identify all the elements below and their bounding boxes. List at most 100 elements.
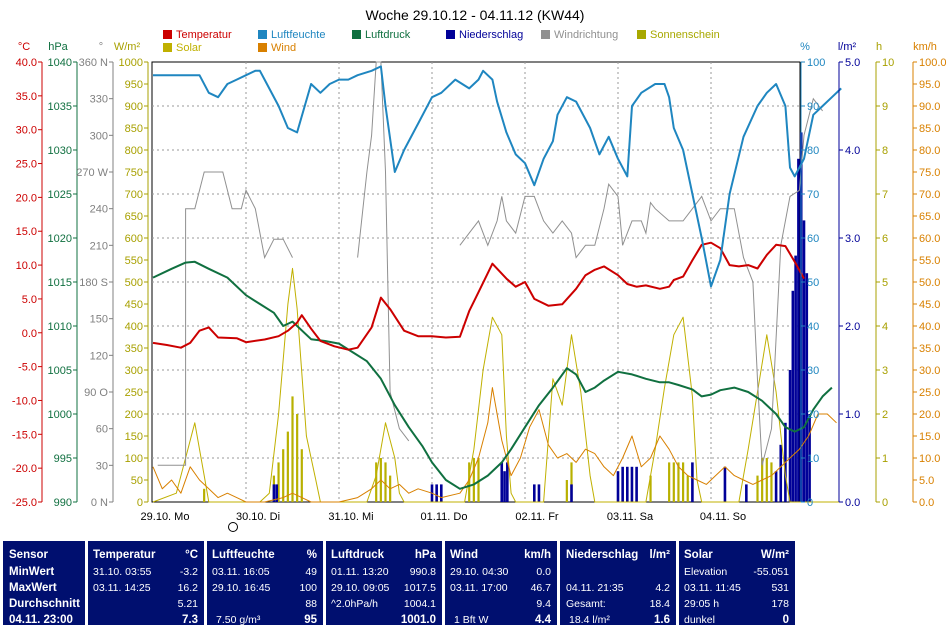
axis-tick-label-humidity: 50	[807, 277, 819, 289]
temperature-min-time: 31.10. 03:55	[93, 566, 152, 578]
bar-sonnenschein	[203, 488, 206, 502]
axis-tick-label-wind: 75.0	[919, 167, 940, 179]
axis-tick-label-rain: 0.0	[845, 497, 860, 509]
legend-label-wind: Wind	[271, 42, 296, 54]
legend-swatch-luftdruck	[352, 30, 361, 39]
solar-max: 531	[771, 582, 789, 594]
axis-tick-label-solar: 900	[125, 101, 143, 113]
axis-tick-label-sunhours: 6	[882, 233, 888, 245]
axis-tick-label-solar: 450	[125, 299, 143, 311]
axis-tick-label-wind: 35.0	[919, 343, 940, 355]
axis-tick-label-solar: 400	[125, 321, 143, 333]
rain-total: 18.4	[649, 598, 670, 610]
bar-sonnenschein	[277, 462, 280, 502]
series-line-solar	[152, 267, 842, 503]
chart-bars	[203, 132, 811, 503]
bar-niederschlag	[774, 471, 778, 502]
axis-tick-label-solar: 100	[125, 453, 143, 465]
bar-niederschlag	[779, 444, 783, 502]
humidity-current: 95	[304, 614, 317, 625]
axis-tick-label-pressure: 1015	[48, 277, 72, 289]
bar-sonnenschein	[570, 462, 573, 502]
stats-temperature-box: Temperatur °C 31.10. 03:55 -3.2 03.11. 14:…	[88, 541, 204, 625]
legend-label-sonnenschein: Sonnenschein	[650, 29, 720, 41]
axis-tick-label-humidity: 70	[807, 189, 819, 201]
pressure-unit: hPa	[414, 549, 436, 561]
bar-niederschlag	[794, 255, 797, 502]
legend-swatch-sonnenschein	[637, 30, 646, 39]
bar-niederschlag	[506, 462, 509, 502]
axis-tick-label-solar: 550	[125, 255, 143, 267]
axis-tick-label-direction: 300	[90, 130, 108, 142]
axis-tick-label-pressure: 1020	[48, 233, 72, 245]
pressure-min: 990.8	[409, 566, 436, 578]
pressure-min-time: 01.11. 13:20	[331, 566, 389, 578]
temperature-unit: °C	[185, 549, 198, 561]
pressure-trend: ^2.0hPa/h	[331, 598, 378, 610]
bar-niederschlag	[500, 462, 504, 502]
temperature-max: 16.2	[177, 582, 198, 594]
bar-sonnenschein	[477, 458, 480, 502]
day-label: 02.11. Fr	[515, 511, 559, 523]
axis-tick-label-humidity: 60	[807, 233, 819, 245]
bar-niederschlag	[626, 466, 629, 502]
bar-niederschlag	[805, 273, 809, 502]
day-label: 04.11. So	[700, 511, 746, 523]
axis-tick-label-temp: 15.0	[16, 226, 37, 238]
rain-total-label: Gesamt:	[566, 598, 606, 610]
pressure-current: 1001.0	[400, 614, 436, 625]
axis-tick-label-sunhours: 8	[882, 145, 888, 157]
axis-tick-label-solar: 750	[125, 167, 143, 179]
axis-tick-label-solar: 0	[137, 497, 143, 509]
humidity-avg: 88	[305, 598, 317, 610]
series-line-wind	[152, 387, 837, 503]
bar-niederschlag	[630, 466, 634, 502]
solar-state: dunkel	[684, 614, 715, 625]
axis-tick-label-direction: 210	[90, 240, 108, 252]
axis-tick-label-wind: 90.0	[919, 101, 940, 113]
axis-tick-label-wind: 95.0	[919, 79, 940, 91]
axis-tick-label-wind: 15.0	[919, 431, 940, 443]
axis-tick-label-direction: 360 N	[79, 57, 108, 69]
pressure-header: Luftdruck	[331, 549, 385, 561]
axis-unit-rain: l/m²	[838, 41, 857, 53]
bar-sonnenschein	[300, 449, 303, 502]
axis-tick-label-temp: 40.0	[16, 57, 37, 69]
axis-tick-label-temp: 0.0	[22, 328, 37, 340]
wind-unit: km/h	[524, 549, 551, 561]
axis-tick-label-solar: 1000	[119, 57, 143, 69]
axis-tick-label-wind: 60.0	[919, 233, 940, 245]
axis-tick-label-humidity: 30	[807, 365, 819, 377]
axis-tick-label-direction: 270 W	[76, 167, 108, 179]
bar-sonnenschein	[291, 396, 294, 502]
day-label: 29.10. Mo	[141, 511, 190, 523]
bar-niederschlag	[621, 466, 624, 502]
axis-tick-label-direction: 30	[96, 460, 108, 472]
axis-tick-label-humidity: 80	[807, 145, 819, 157]
axis-tick-label-pressure: 1025	[48, 189, 72, 201]
axis-tick-label-solar: 650	[125, 211, 143, 223]
rain-header: Niederschlag	[566, 549, 639, 561]
chart-canvas: 29.10. Mo 30.10. Di 31.10. Mi 01.11. Do 02.1…	[12, 7, 947, 532]
axis-tick-label-rain: 1.0	[845, 409, 860, 421]
wind-current: 4.4	[535, 614, 551, 625]
bar-niederschlag	[440, 484, 443, 502]
stats-rain-box: Niederschlag l/m² 04.11. 21:35 4.2 Gesamt:…	[560, 541, 676, 625]
bar-niederschlag	[802, 220, 806, 502]
series-line-temperatur	[152, 241, 805, 351]
solar-elevation: -55.051	[753, 566, 789, 578]
temperature-avg: 5.21	[177, 598, 198, 610]
legend-swatch-luftfeuchte	[258, 30, 267, 39]
axis-unit-solar: W/m²	[114, 41, 141, 53]
series-line-luftfeuchte	[153, 65, 842, 288]
legend-swatch-wind	[258, 43, 267, 52]
axis-tick-label-wind: 65.0	[919, 211, 940, 223]
rain-max: 4.2	[655, 582, 670, 594]
axis-tick-label-temp: 5.0	[22, 294, 37, 306]
series-line-windrichtung	[459, 97, 823, 466]
humidity-unit: %	[306, 549, 317, 561]
time-marker-icon[interactable]	[228, 522, 238, 532]
axis-tick-label-direction: 330	[90, 94, 108, 106]
row-label-avg: Durchschnitt	[9, 598, 80, 610]
